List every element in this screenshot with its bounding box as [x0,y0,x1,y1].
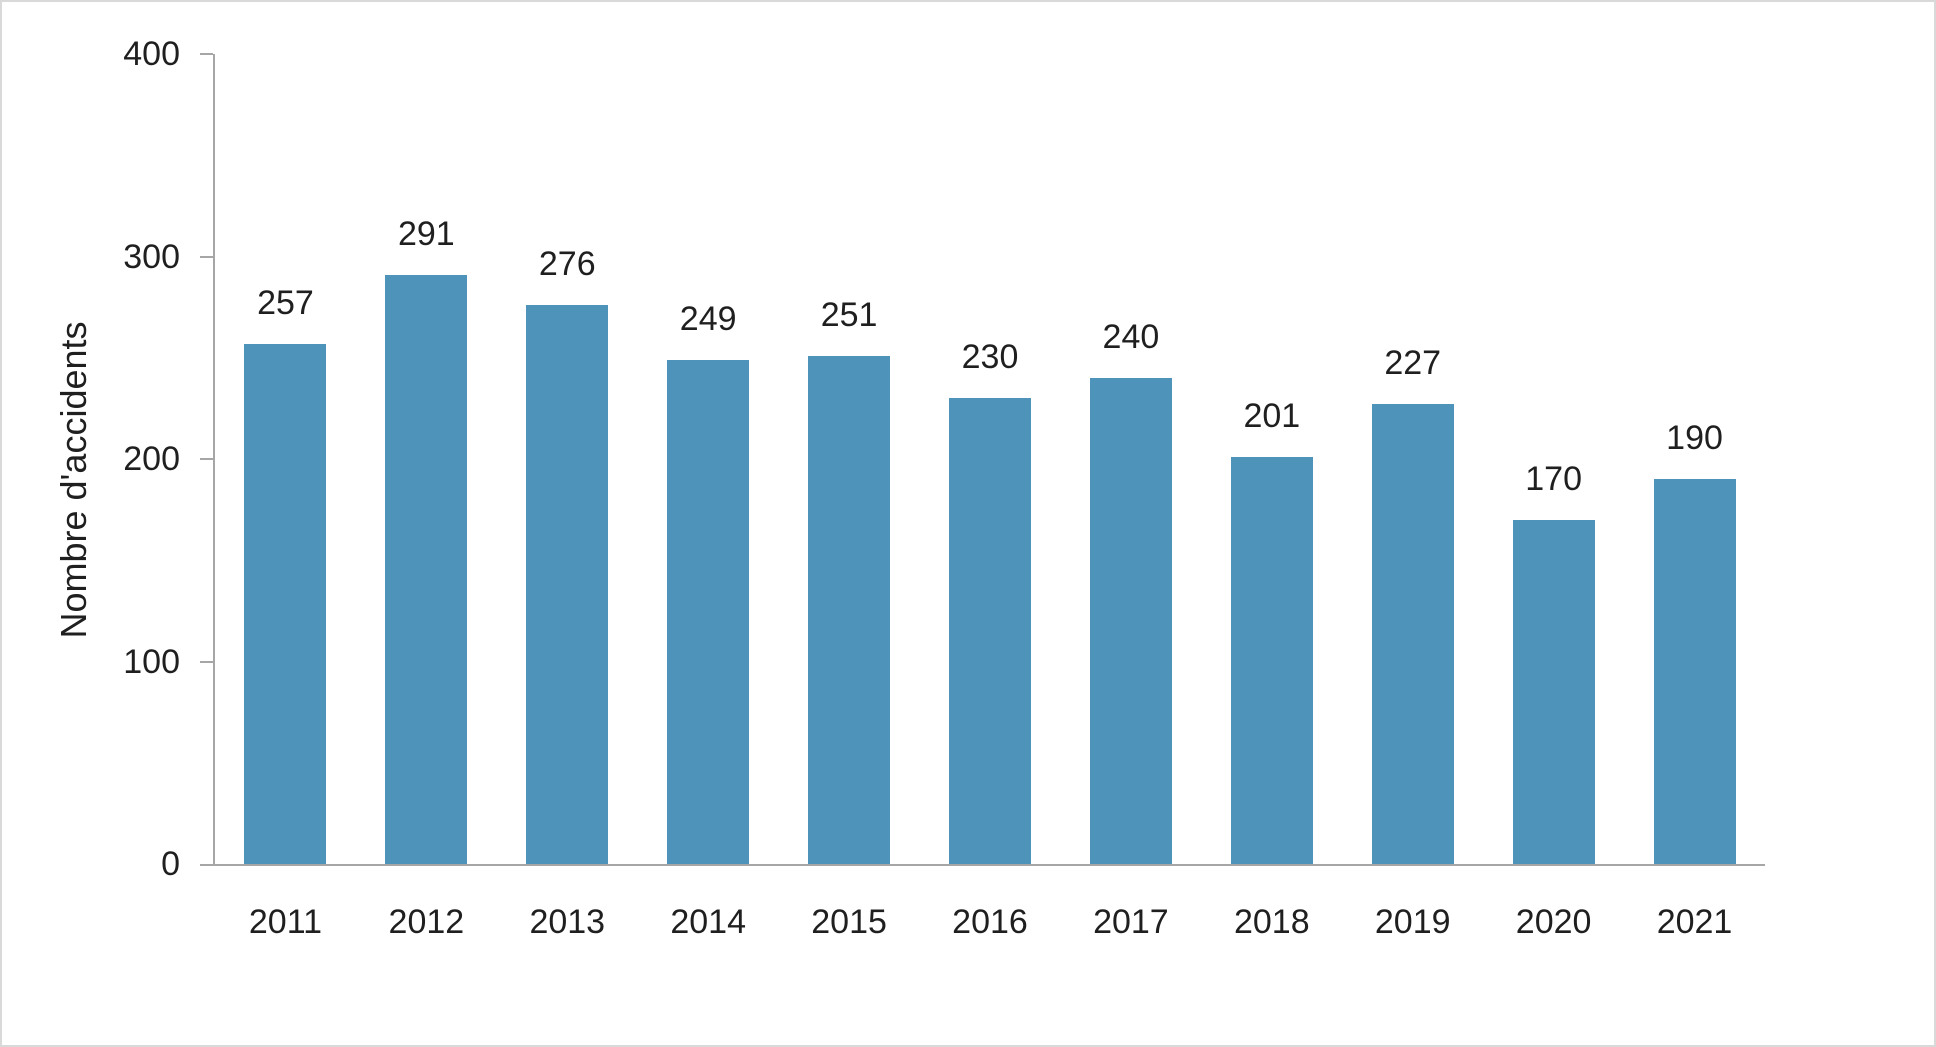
y-axis-tick-label: 0 [161,845,180,883]
data-label-2012: 291 [397,214,455,253]
data-label-2020: 170 [1525,459,1582,498]
y-axis-tick-label: 300 [123,237,180,276]
data-label-2016: 230 [961,338,1019,377]
x-axis-label-2021: 2021 [1656,903,1733,941]
bar-2021 [1653,479,1736,864]
data-label-2015: 251 [820,295,878,334]
x-axis-label-2011: 2011 [248,903,323,941]
bar-2020 [1512,519,1595,864]
data-label-2021: 190 [1666,419,1723,458]
y-axis-tick [200,660,213,663]
y-axis-tick-label: 200 [123,440,180,478]
x-axis-label-2013: 2013 [529,903,606,941]
data-label-2014: 249 [679,299,737,338]
x-axis-label-2016: 2016 [952,903,1028,941]
x-axis-label-2018: 2018 [1233,903,1310,941]
bar-2019 [1371,404,1454,864]
bar-2017 [1089,378,1172,864]
y-axis-tick [200,53,213,55]
bar-2013 [526,305,609,864]
data-label-2013: 276 [538,245,596,284]
x-axis-label-2015: 2015 [811,903,887,941]
bar-2015 [808,355,891,864]
bar-2012 [385,274,468,864]
y-axis-tick-label: 400 [123,35,180,73]
x-axis-line [200,864,1765,866]
x-axis-label-2012: 2012 [388,903,465,941]
bar-2018 [1230,456,1313,864]
data-label-2011: 257 [257,283,314,322]
x-axis-label-2019: 2019 [1374,903,1451,941]
y-axis-tick [200,255,213,258]
x-axis-label-2020: 2020 [1515,903,1592,941]
bar-2014 [667,359,750,864]
y-axis-tick-label: 100 [123,642,180,681]
data-label-2018: 201 [1243,396,1301,435]
data-label-2017: 240 [1102,318,1160,356]
x-axis-label-2017: 2017 [1093,903,1169,941]
bar-2016 [949,398,1031,864]
y-axis-tick [200,458,213,460]
x-axis-label-2014: 2014 [670,903,746,941]
y-axis-line [213,54,215,866]
data-label-2019: 227 [1384,344,1442,383]
bar-2011 [244,343,327,864]
